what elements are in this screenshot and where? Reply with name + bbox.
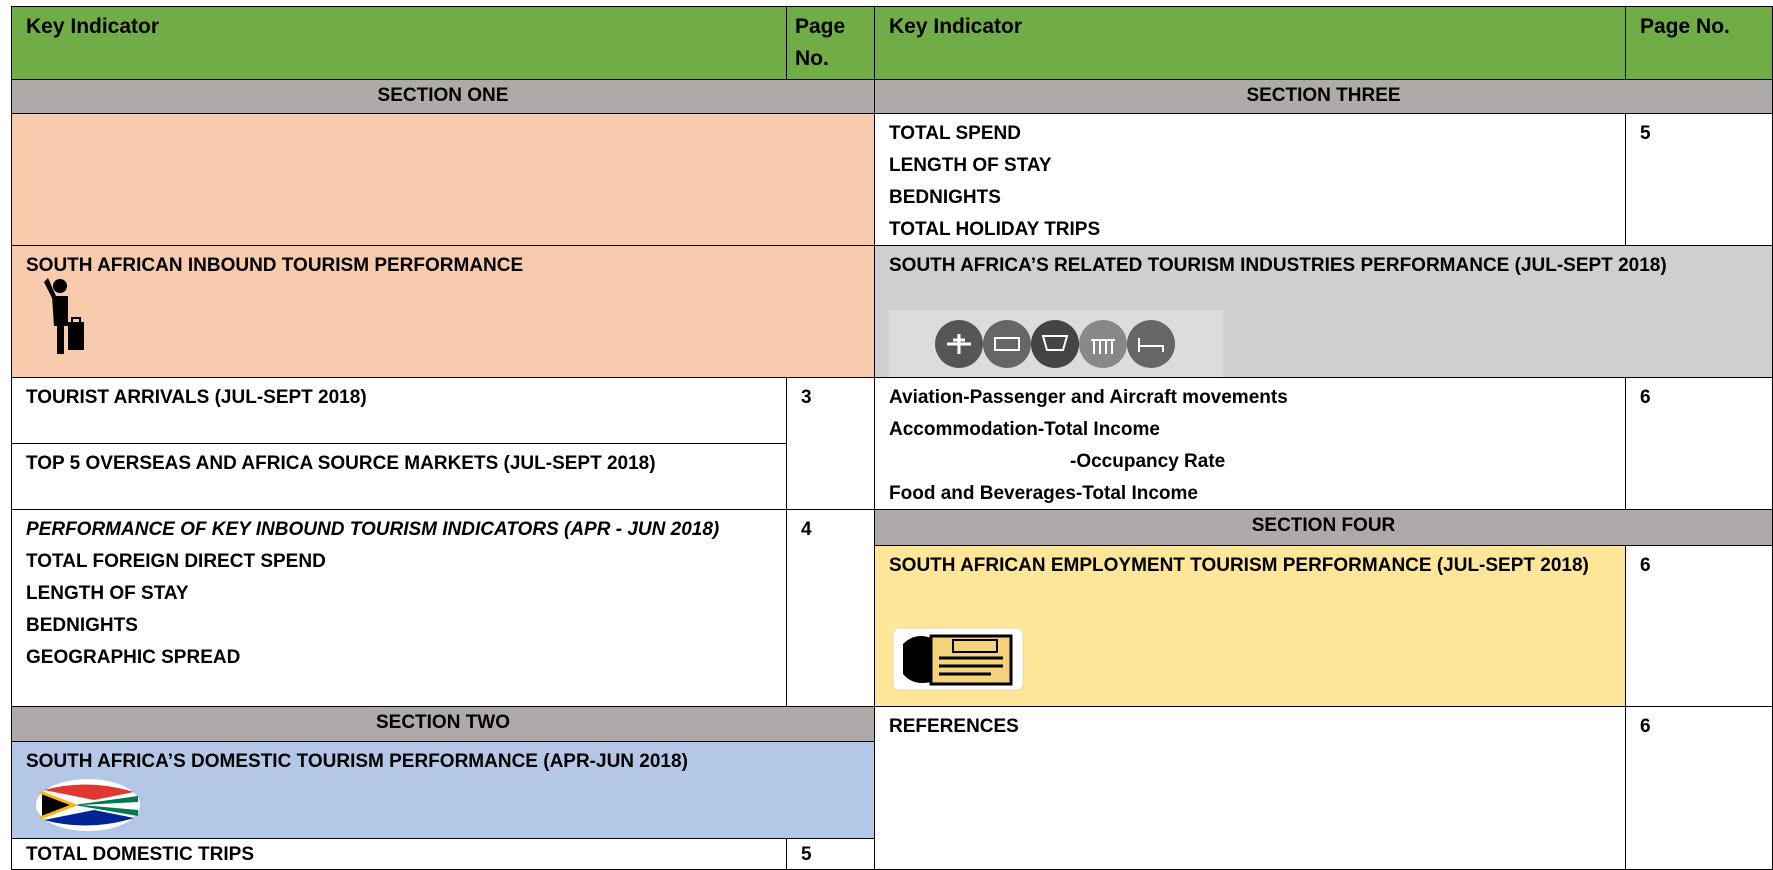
page-cell: 6 <box>1625 377 1773 510</box>
section-title: SECTION THREE <box>1246 85 1401 106</box>
header-text: Key Indicator <box>26 15 160 38</box>
item-title: PERFORMANCE OF KEY INBOUND TOURISM INDIC… <box>26 519 720 540</box>
header-text: Page No. <box>1640 15 1730 38</box>
item: Accommodation-Total Income <box>889 419 1160 440</box>
heading-cell: SOUTH AFRICAN EMPLOYMENT TOURISM PERFORM… <box>874 545 1626 707</box>
page-number: 6 <box>1640 387 1651 408</box>
section-title: SECTION FOUR <box>1251 515 1396 536</box>
item: LENGTH OF STAY <box>889 155 1052 176</box>
heading-cell: SOUTH AFRICA’S RELATED TOURISM INDUSTRIE… <box>874 245 1773 378</box>
item-cell: REFERENCES <box>874 706 1626 870</box>
item: LENGTH OF STAY <box>26 583 189 604</box>
item: TOP 5 OVERSEAS AND AFRICA SOURCE MARKETS… <box>26 453 656 474</box>
header-cell: Key Indicator <box>11 6 787 80</box>
page-cell: 6 <box>1625 706 1773 870</box>
page-cell: 5 <box>786 838 875 870</box>
section-bar: SECTION ONE <box>11 79 875 114</box>
page-number: 6 <box>1640 555 1651 576</box>
header-cell: Page No. <box>786 6 875 80</box>
header-text: Page No. <box>795 15 846 70</box>
heading-cell: SOUTH AFRICA’S DOMESTIC TOURISM PERFORMA… <box>11 741 875 839</box>
page-cell: 6 <box>1625 545 1773 707</box>
page-cell: 5 <box>1625 113 1773 246</box>
item: TOTAL SPEND <box>889 123 1021 144</box>
flag-icon <box>36 779 140 831</box>
header-text: Key Indicator <box>889 15 1023 38</box>
item-cell: TOP 5 OVERSEAS AND AFRICA SOURCE MARKETS… <box>11 443 787 510</box>
item: BEDNIGHTS <box>26 615 138 636</box>
page-number: 4 <box>801 519 812 540</box>
section-heading: SOUTH AFRICAN INBOUND TOURISM PERFORMANC… <box>26 255 524 276</box>
industry-icons <box>889 310 1223 377</box>
list-cell: Aviation-Passenger and Aircraft movement… <box>874 377 1626 510</box>
item: GEOGRAPHIC SPREAD <box>26 647 241 668</box>
item: Aviation-Passenger and Aircraft movement… <box>889 387 1288 408</box>
item: TOTAL DOMESTIC TRIPS <box>26 844 255 865</box>
page-cell: 4 <box>786 509 875 707</box>
list-cell: TOTAL SPEND LENGTH OF STAY BEDNIGHTS TOT… <box>874 113 1626 246</box>
page-number: 6 <box>1640 716 1651 737</box>
item: Food and Beverages-Total Income <box>889 483 1198 504</box>
section-heading: SOUTH AFRICAN EMPLOYMENT TOURISM PERFORM… <box>889 555 1589 576</box>
page-number: 5 <box>801 844 812 865</box>
header-cell: Page No. <box>1625 6 1773 80</box>
peach-cell <box>11 113 875 246</box>
item-cell: TOTAL DOMESTIC TRIPS <box>11 838 787 870</box>
page-number: 3 <box>801 387 812 408</box>
traveler-icon <box>44 278 84 354</box>
item-cell: TOURIST ARRIVALS (JUL-SEPT 2018) <box>11 377 787 444</box>
section-heading: SOUTH AFRICA’S DOMESTIC TOURISM PERFORMA… <box>26 751 688 772</box>
section-bar: SECTION FOUR <box>874 509 1773 546</box>
header-cell: Key Indicator <box>874 6 1626 80</box>
page-cell: 3 <box>786 377 875 510</box>
item: TOURIST ARRIVALS (JUL-SEPT 2018) <box>26 387 367 408</box>
item: -Occupancy Rate <box>1070 451 1226 472</box>
section-heading: SOUTH AFRICA’S RELATED TOURISM INDUSTRIE… <box>889 255 1667 276</box>
section-bar: SECTION TWO <box>11 706 875 742</box>
item: TOTAL HOLIDAY TRIPS <box>889 219 1101 240</box>
section-title: SECTION ONE <box>377 85 509 106</box>
item: REFERENCES <box>889 716 1019 737</box>
section-bar: SECTION THREE <box>874 79 1773 114</box>
page-number: 5 <box>1640 123 1651 144</box>
section-title: SECTION TWO <box>375 712 511 733</box>
list-cell: PERFORMANCE OF KEY INBOUND TOURISM INDIC… <box>11 509 787 707</box>
jobs-icon <box>892 627 1024 691</box>
item: BEDNIGHTS <box>889 187 1001 208</box>
item: TOTAL FOREIGN DIRECT SPEND <box>26 551 326 572</box>
heading-cell: SOUTH AFRICAN INBOUND TOURISM PERFORMANC… <box>11 245 875 378</box>
